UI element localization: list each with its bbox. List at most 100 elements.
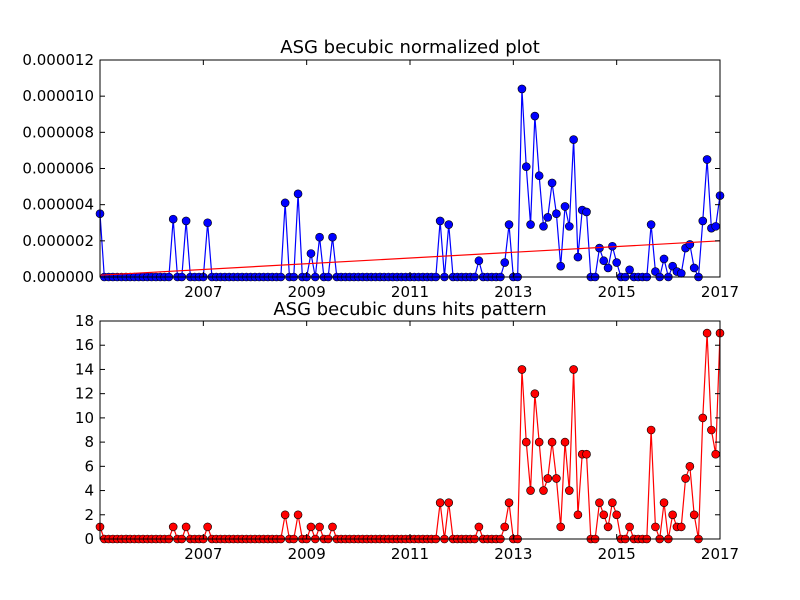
data-point: [552, 209, 561, 219]
data-point: [168, 214, 178, 224]
data-point: [569, 365, 578, 374]
data-point: [435, 498, 445, 507]
data-point: [612, 510, 621, 520]
data-point: [608, 498, 617, 507]
data-point: [668, 510, 677, 520]
data-point: [565, 222, 574, 231]
axes: 2007 2009 2011 2013 2015 2017 0 2 4 6 8 10 12 14 16 18: [75, 312, 739, 563]
chart-duns-hits-pattern: ASG becubic duns hits pattern 2007 2009 20…: [75, 299, 739, 563]
data-point: [556, 522, 565, 532]
data-point: [599, 256, 609, 266]
x-tick-label: 2007: [184, 283, 222, 301]
data-point: [560, 437, 570, 447]
data-point: [293, 510, 303, 520]
data-point: [444, 498, 454, 507]
data-point: [698, 216, 708, 226]
data-point: [315, 232, 324, 242]
data-point: [582, 449, 591, 459]
x-tick-label: 2011: [391, 545, 429, 563]
data-point: [500, 258, 510, 267]
y-tick-label: 18: [75, 312, 94, 330]
x-tick-label: 2009: [288, 545, 326, 563]
data-point: [315, 522, 324, 532]
data-point: [504, 498, 514, 507]
data-point: [543, 213, 553, 222]
chart-title: ASG becubic normalized plot: [280, 37, 540, 58]
x-tick-label: 2017: [701, 545, 739, 563]
data-point: [539, 486, 548, 495]
data-point: [534, 437, 544, 447]
data-point: [530, 389, 540, 398]
data-point: [560, 202, 570, 211]
y-tick-label: 10: [75, 409, 94, 427]
x-tick-label: 2009: [288, 283, 326, 301]
data-point: [543, 474, 553, 483]
y-tick-label: 2: [84, 506, 94, 524]
data-point: [203, 218, 212, 228]
data-point: [681, 474, 690, 483]
data-point: [474, 522, 484, 532]
data-point: [293, 189, 303, 199]
data-point: [474, 256, 484, 266]
data-point: [569, 135, 578, 144]
y-tick-label: 16: [75, 336, 94, 354]
data-point: [689, 510, 699, 520]
data-point: [539, 222, 548, 231]
x-tick-label: 2013: [494, 283, 532, 301]
data-point: [328, 522, 337, 532]
data-point: [573, 252, 583, 262]
data-point: [599, 510, 609, 520]
x-tick-label: 2007: [184, 545, 222, 563]
data-point: [306, 522, 316, 532]
data-point: [711, 222, 720, 231]
data-point: [676, 269, 686, 278]
y-tick-label: 12: [75, 385, 94, 403]
data-point: [698, 413, 708, 423]
data-point: [517, 365, 527, 374]
data-point: [168, 522, 178, 532]
y-tick-label: 6: [84, 457, 94, 475]
data-point: [685, 462, 695, 471]
data-point: [625, 522, 634, 532]
x-tick-label: 2013: [494, 545, 532, 563]
data-point: [646, 220, 656, 229]
data-point: [689, 263, 699, 273]
data-point: [203, 522, 212, 532]
x-tick-label: 2017: [701, 283, 739, 301]
y-tick-label: 4: [84, 482, 94, 500]
chart-title: ASG becubic duns hits pattern: [273, 299, 546, 320]
data-point: [504, 220, 514, 229]
data-point: [565, 486, 574, 495]
y-tick-label: 0.000002: [22, 232, 94, 250]
x-tick-label: 2015: [598, 283, 636, 301]
y-tick-label: 0.000006: [22, 160, 94, 178]
data-point: [603, 522, 613, 532]
data-point: [500, 522, 510, 532]
data-point: [676, 522, 686, 532]
data-point: [651, 522, 660, 532]
data-point: [659, 498, 669, 507]
data-point: [328, 232, 337, 242]
data-point: [534, 171, 544, 181]
y-tick-label: 0.000008: [22, 123, 94, 141]
data-point: [517, 84, 527, 94]
data-point: [707, 425, 716, 435]
y-tick-label: 0.000012: [22, 51, 94, 69]
data-point: [181, 522, 191, 532]
data-point: [702, 328, 712, 338]
data-point: [659, 254, 669, 264]
data-point: [582, 207, 591, 217]
y-tick-label: 0.000000: [22, 268, 94, 286]
y-tick-label: 0.000010: [22, 87, 94, 105]
data-point: [306, 249, 316, 258]
data-point: [530, 111, 540, 121]
data-point: [685, 240, 695, 249]
data-point: [547, 437, 557, 447]
data-point: [435, 216, 445, 226]
data-point: [625, 265, 634, 275]
y-tick-label: 0.000004: [22, 196, 94, 214]
trend-line: [99, 240, 721, 276]
data-point: [181, 216, 191, 226]
x-tick-label: 2015: [598, 545, 636, 563]
y-tick-label: 8: [84, 433, 94, 451]
